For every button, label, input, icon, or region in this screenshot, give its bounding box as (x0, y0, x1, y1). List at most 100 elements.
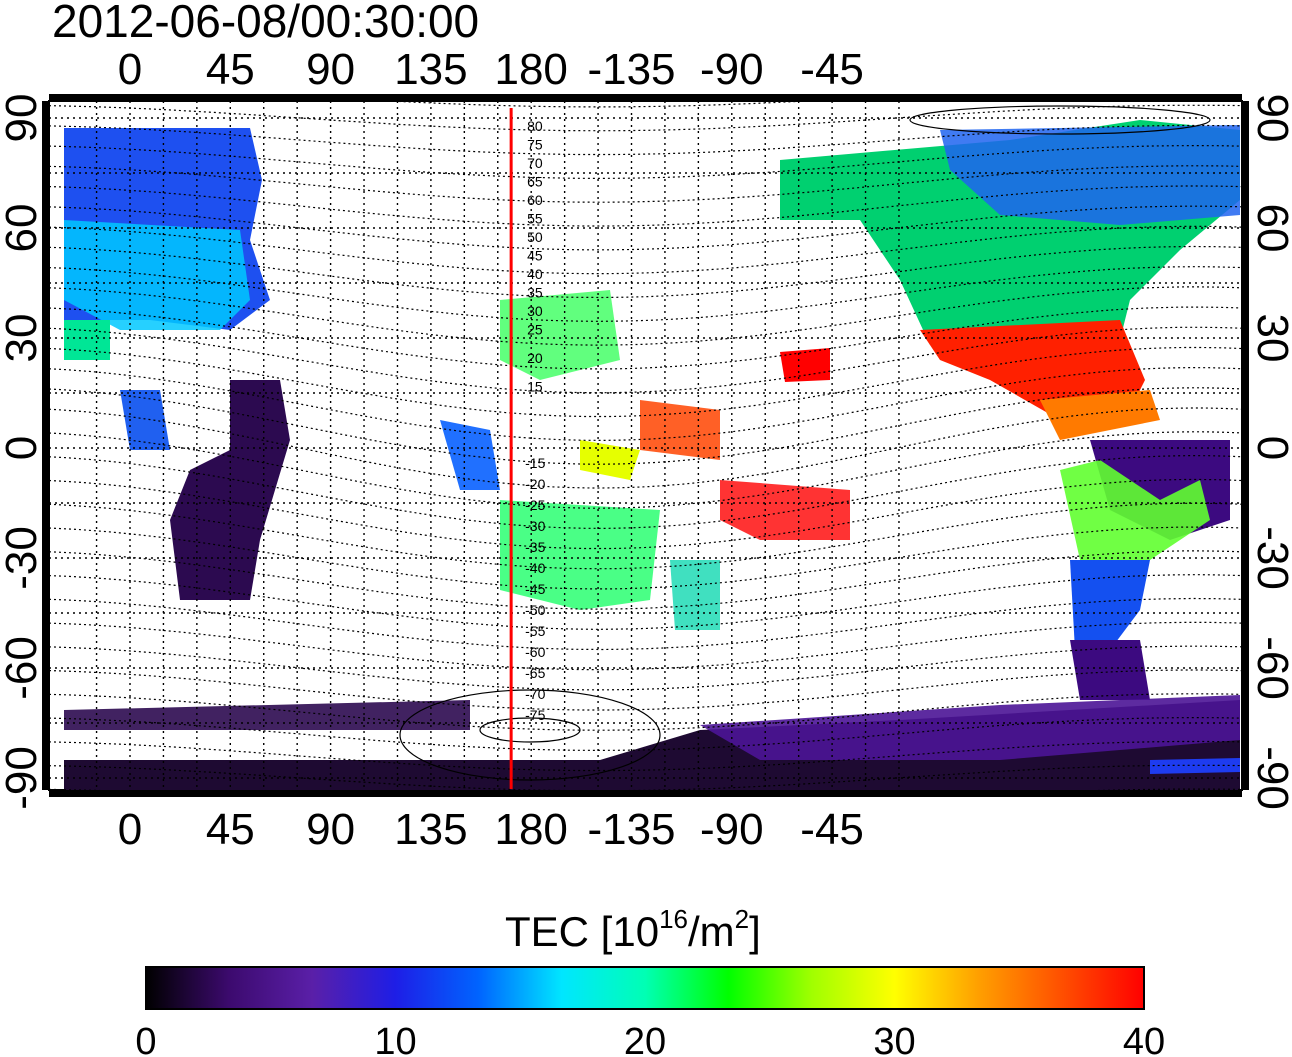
bottom-axis-bar (49, 790, 1242, 797)
tec-region-central-america-gulf (920, 320, 1145, 420)
contour-labels: 80 75 70 65 60 55 50 45 40 35 30 25 20 15 -15 -20 -25 -30… (525, 118, 545, 723)
contour-line (49, 387, 1242, 465)
tec-region-antarctica-edge (700, 695, 1240, 760)
tec-region-south-america-south (1070, 560, 1150, 650)
latitude-tick-label: -90 (0, 746, 46, 810)
latitude-tick-label: -90 (1248, 746, 1292, 810)
longitude-tick-label: 180 (494, 45, 567, 94)
contour-label: -25 (525, 497, 545, 513)
contour-line (49, 431, 1242, 509)
contour-line (49, 407, 1242, 489)
latitude-tick-label: -60 (1248, 636, 1292, 700)
right-latitude-labels: 90 60 30 0 -30 -60 -90 (1248, 94, 1292, 810)
colorbar-tick-label: 20 (624, 1021, 666, 1057)
contour-label: 70 (527, 155, 543, 171)
tec-region-pacific-islands (640, 400, 720, 460)
magnetic-latitude-contours (49, 101, 1242, 790)
tec-region-antarctica-blue (1150, 758, 1240, 774)
contour-line (49, 326, 1242, 394)
contour-label: 55 (527, 211, 543, 227)
contour-label: -30 (525, 518, 545, 534)
contour-line (49, 306, 1242, 370)
tec-region-africa-west (120, 390, 170, 450)
contour-line (378, 101, 818, 108)
contour-label: -70 (525, 686, 545, 702)
left-axis-bar (42, 101, 49, 790)
contour-line (49, 740, 1242, 772)
contour-line (49, 454, 1242, 530)
latitude-tick-label: 30 (0, 314, 46, 363)
colorbar-title-exponent: 16 (659, 904, 688, 934)
longitude-tick-label: 0 (118, 805, 142, 854)
longitude-tick-label: -90 (700, 805, 764, 854)
contour-label: 30 (527, 303, 543, 319)
contour-label: -75 (525, 707, 545, 723)
contour-label: 25 (527, 322, 543, 338)
contour-label: 20 (527, 350, 543, 366)
bottom-longitude-labels: 0 45 90 135 180 -135 -90 -45 (118, 805, 864, 854)
contour-line (49, 346, 1242, 418)
longitude-tick-label: 0 (118, 45, 142, 94)
contour-label: 35 (527, 285, 543, 301)
latitude-tick-label: 30 (1248, 314, 1292, 363)
map-title: 2012-06-08/00:30:00 (52, 0, 480, 47)
tec-region-new-zealand (670, 560, 720, 630)
contour-line (49, 185, 1242, 227)
latitude-tick-label: 90 (0, 94, 46, 143)
longitude-tick-label: 90 (306, 805, 355, 854)
left-latitude-labels: 90 60 30 0 -30 -60 -90 (0, 94, 46, 810)
longitude-tick-label: 45 (206, 45, 255, 94)
tec-region-south-america-green (1060, 460, 1210, 560)
longitude-tick-label: -45 (800, 45, 864, 94)
north-pole-contour (909, 105, 1211, 135)
contour-line (49, 693, 1242, 731)
colorbar-tick-label: 30 (873, 1021, 915, 1057)
tec-region-africa-south (170, 380, 290, 600)
top-longitude-labels: 0 45 90 135 180 -135 -90 -45 (118, 45, 864, 94)
contour-label: -35 (525, 539, 545, 555)
contour-label: -15 (525, 455, 545, 471)
longitude-tick-label: 45 (206, 805, 255, 854)
contour-label: 65 (527, 174, 543, 190)
longitude-tick-label: 135 (394, 45, 467, 94)
tec-region-north-africa-edge (64, 320, 110, 360)
contour-label: -55 (525, 623, 545, 639)
contour-line (49, 145, 1242, 179)
longitude-tick-label: 90 (306, 45, 355, 94)
contour-label: 40 (527, 266, 543, 282)
colorbar-title-unit: /m (688, 908, 735, 955)
contour-line (49, 165, 1242, 203)
colorbar-tick-label: 40 (1123, 1021, 1165, 1057)
tec-data-layer (64, 120, 1240, 790)
contour-line (49, 124, 1242, 156)
contour-label: -65 (525, 665, 545, 681)
longitude-tick-label: -135 (587, 45, 675, 94)
contour-label: -45 (525, 581, 545, 597)
tec-region-australia (500, 500, 660, 610)
colorbar-title: TEC [1016/m2] (505, 904, 761, 955)
colorbar-title-main: TEC [10 (505, 908, 659, 955)
longitude-tick-label: -90 (700, 45, 764, 94)
contour-label: 45 (527, 248, 543, 264)
latitude-tick-label: -30 (0, 526, 46, 590)
contour-label: -50 (525, 602, 545, 618)
colorbar-tick-label: 10 (374, 1021, 416, 1057)
contour-line (49, 478, 1242, 550)
tec-region-north-america-north (940, 125, 1240, 225)
latitude-tick-label: 90 (1248, 94, 1292, 143)
tec-region-pacific-red-patch (780, 348, 830, 382)
tec-region-south-america-tip (1070, 640, 1150, 700)
tec-region-gulf-orange (1040, 390, 1160, 440)
colorbar (145, 966, 1145, 1010)
latitude-tick-label: 60 (0, 204, 46, 253)
latitude-tick-label: 60 (1248, 204, 1292, 253)
south-pole-contour-outer (399, 689, 661, 781)
contour-label: 15 (527, 379, 543, 395)
tec-region-asia (500, 290, 620, 380)
contour-label: -40 (525, 560, 545, 576)
contour-line (49, 717, 1242, 751)
contour-label: 80 (527, 118, 543, 134)
tec-region-pacific-yellow (580, 440, 640, 480)
latitude-tick-label: 0 (0, 436, 46, 460)
